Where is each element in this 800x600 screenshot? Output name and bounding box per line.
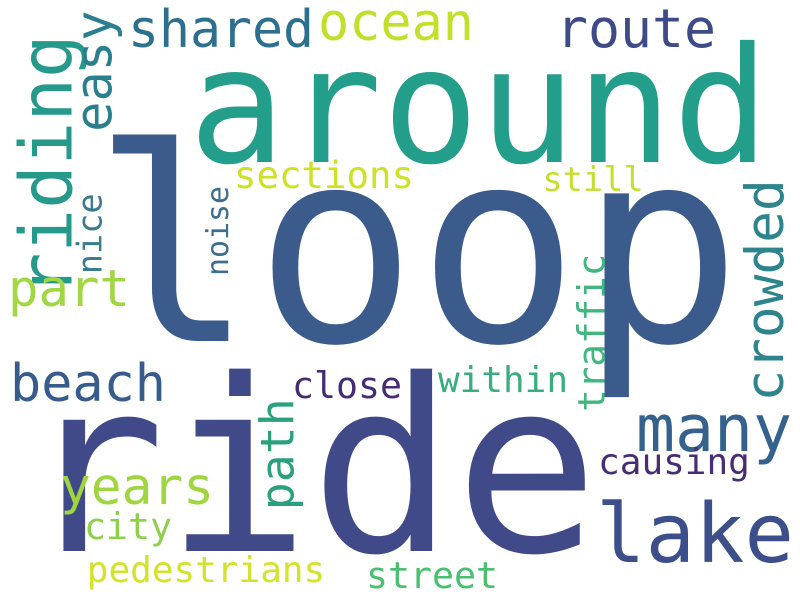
word-around: around xyxy=(188,12,770,200)
word-lake: lake xyxy=(596,486,794,582)
word-street: street xyxy=(366,553,498,597)
word-pedestrians: pedestrians xyxy=(86,550,326,591)
word-easy: easy xyxy=(64,10,124,132)
word-path: path xyxy=(250,397,305,510)
word-within: within xyxy=(438,360,568,401)
word-part: part xyxy=(8,258,130,318)
word-shared: shared xyxy=(128,0,314,61)
word-close: close xyxy=(292,363,402,407)
word-route: route xyxy=(556,0,716,61)
word-nice: nice xyxy=(70,193,110,275)
word-crowded: crowded xyxy=(734,178,796,402)
word-ocean: ocean xyxy=(318,0,474,54)
word-ride: ride xyxy=(21,328,599,600)
word-beach: beach xyxy=(10,354,166,415)
word-traffic: traffic xyxy=(569,254,614,413)
word-years: years xyxy=(60,458,214,518)
word-many: many xyxy=(636,391,792,467)
word-still: still xyxy=(542,160,644,200)
word-loop: loop xyxy=(92,90,742,405)
word-sections: sections xyxy=(234,153,414,198)
word-city: city xyxy=(84,504,172,548)
word-causing: causing xyxy=(598,442,750,483)
word-noise: noise xyxy=(201,185,237,276)
